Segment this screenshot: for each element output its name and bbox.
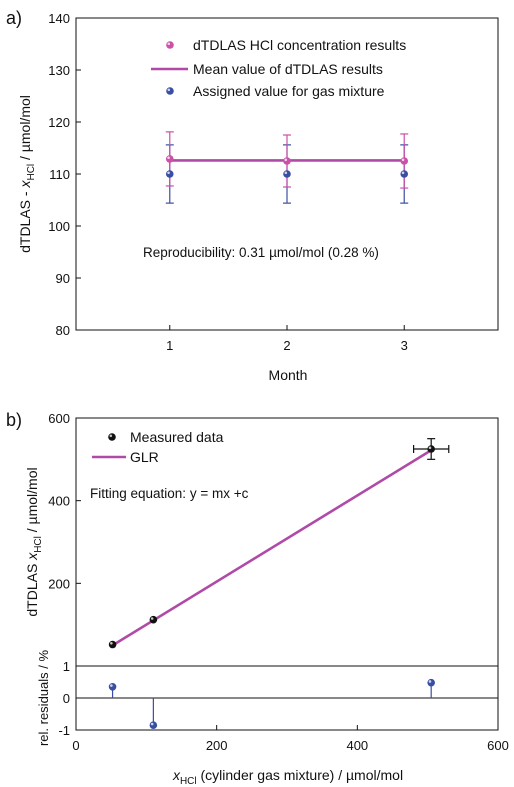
legend-label: Assigned value for gas mixture [193, 83, 385, 99]
residual-point [427, 678, 435, 687]
residual-point-highlight [150, 722, 154, 726]
legend-label: Measured data [130, 429, 224, 445]
legend-point-swatch-highlight [167, 88, 171, 92]
residual-point-highlight [428, 680, 432, 683]
dtdlas-result-point [400, 157, 409, 165]
residuals-series [76, 678, 498, 729]
residuals-x-axis: 0 200 400 600 [72, 725, 509, 753]
x-tick-label: 600 [487, 738, 509, 753]
assigned-value-point [165, 170, 174, 178]
legend-point-swatch [166, 41, 174, 49]
residuals-y-label: rel. residuals / % [36, 650, 51, 747]
measured-data-point-highlight [110, 642, 113, 645]
x-tick-label: 200 [206, 738, 228, 753]
assigned-value-point [283, 170, 291, 178]
dtdlas-result-point-highlight [401, 158, 405, 162]
panel-b-y-label: dTDLAS xHCl / µmol/mol [24, 467, 44, 616]
measured-data-point [108, 640, 117, 649]
y-tick-label: 1 [63, 659, 70, 674]
residual-point [149, 721, 158, 729]
y-tick-label: 100 [48, 219, 70, 234]
dtdlas-result-point [283, 157, 291, 165]
x-tick-label: 3 [401, 338, 408, 353]
measured-data-point-highlight [150, 617, 154, 620]
legend-label: dTDLAS HCl concentration results [193, 37, 406, 53]
panel-a-legend: dTDLAS HCl concentration results Mean val… [151, 37, 406, 99]
panel-a-series [165, 131, 409, 204]
y-tick-label: 120 [48, 115, 70, 130]
assigned-value-point-highlight [401, 171, 405, 175]
measured-data-point [149, 615, 158, 624]
legend-label: Mean value of dTDLAS results [193, 61, 383, 77]
panel-a-label: a) [6, 8, 22, 28]
x-tick-label: 0 [72, 738, 79, 753]
panel-b-series [108, 438, 450, 649]
legend-point-swatch [108, 433, 116, 441]
y-tick-label: 600 [48, 411, 70, 426]
measured-data-point-highlight [428, 446, 432, 450]
dtdlas-result-point-highlight [284, 158, 288, 162]
panel-a-y-axis: 80 90 100 110 120 130 140 [48, 11, 81, 338]
y-tick-label: -1 [58, 723, 70, 738]
panel-a-x-axis: 1 2 3 [166, 325, 408, 353]
panel-a-y-label: dTDLAS - xHCl / µmol/mol [17, 95, 37, 253]
y-tick-label: 140 [48, 11, 70, 26]
y-tick-label: 110 [49, 167, 70, 182]
legend-point-swatch-highlight [167, 42, 171, 46]
x-tick-label: 400 [346, 738, 368, 753]
glr-fit-line [111, 449, 432, 647]
panel-b-y-axis: 200 400 600 [48, 411, 81, 591]
dtdlas-result-point [165, 155, 174, 163]
panel-b-legend: Measured data GLR [92, 429, 224, 465]
measured-data-point [427, 445, 435, 453]
panel-a-annotation: Reproducibility: 0.31 µmol/mol (0.28 %) [143, 245, 379, 260]
legend-label: GLR [130, 449, 159, 465]
y-tick-label: 80 [56, 323, 70, 338]
y-tick-label: 130 [48, 63, 70, 78]
residual-point-highlight [110, 684, 113, 687]
assigned-value-point [400, 170, 409, 178]
panel-b-x-label: xHCl (cylinder gas mixture) / µmol/mol [172, 767, 403, 787]
y-tick-label: 0 [63, 691, 70, 706]
panel-b-label: b) [6, 410, 22, 430]
assigned-value-point-highlight [284, 171, 288, 175]
x-tick-label: 1 [166, 338, 173, 353]
panel-b-annotation: Fitting equation: y = mx +c [90, 486, 249, 501]
x-tick-label: 2 [283, 338, 290, 353]
residual-point [108, 683, 117, 691]
legend-point-swatch [166, 87, 174, 95]
y-tick-label: 200 [48, 576, 70, 591]
panel-a-x-label: Month [269, 367, 308, 383]
y-tick-label: 90 [56, 271, 70, 286]
legend-point-swatch-highlight [109, 434, 113, 438]
y-tick-label: 400 [48, 494, 70, 509]
assigned-value-point-highlight [167, 171, 170, 175]
dtdlas-result-point-highlight [167, 156, 170, 160]
